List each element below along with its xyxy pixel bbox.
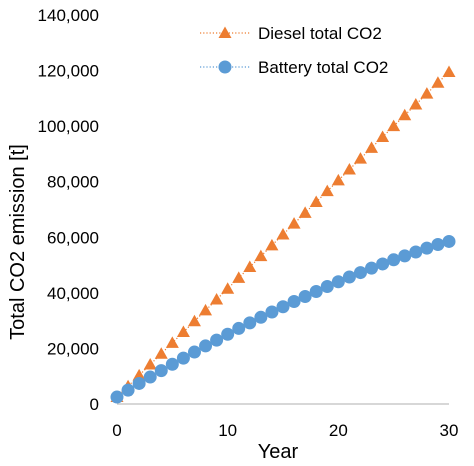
data-point-circle [221, 327, 235, 341]
data-point-circle [132, 376, 146, 390]
x-tick-label: 20 [329, 421, 348, 440]
data-point-circle [398, 249, 412, 263]
data-point-circle [199, 339, 213, 353]
y-tick-label: 140,000 [38, 6, 99, 25]
data-point-circle [210, 333, 224, 347]
data-point-circle [420, 241, 434, 255]
data-point-circle [265, 305, 279, 319]
legend-diesel-label: Diesel total CO2 [258, 24, 382, 43]
data-point-circle [320, 279, 334, 293]
data-point-triangle [398, 108, 412, 121]
legend-battery-circle-marker [218, 60, 232, 74]
data-point-circle [165, 357, 179, 371]
data-point-triangle [376, 130, 390, 142]
data-point-triangle [387, 119, 401, 132]
y-axis-title: Total CO2 emission [t] [7, 144, 29, 340]
data-point-circle [110, 390, 124, 404]
series-diesel [110, 65, 456, 403]
data-point-triangle [353, 152, 367, 164]
y-tick-label: 40,000 [47, 284, 99, 303]
series-battery [110, 234, 456, 404]
data-point-circle [298, 289, 312, 303]
data-point-triangle [143, 358, 157, 370]
data-point-triangle [210, 293, 224, 305]
data-point-circle [331, 275, 345, 289]
data-point-circle [409, 245, 423, 259]
data-point-triangle [154, 347, 168, 359]
x-tick-label: 10 [218, 421, 237, 440]
data-point-circle [287, 294, 301, 308]
data-point-circle [232, 321, 246, 335]
y-tick-label: 100,000 [38, 117, 99, 136]
data-point-circle [387, 253, 401, 267]
data-point-circle [121, 383, 135, 397]
series-layer [110, 65, 456, 404]
data-point-triangle [221, 282, 235, 294]
data-point-triangle [287, 217, 301, 229]
data-point-triangle [420, 87, 434, 99]
data-point-triangle [365, 141, 379, 153]
data-point-circle [143, 370, 157, 384]
x-tick-label: 0 [112, 421, 121, 440]
data-point-triangle [409, 97, 423, 110]
data-point-triangle [176, 325, 190, 338]
data-point-circle [342, 270, 356, 284]
data-point-triangle [431, 76, 445, 88]
data-point-triangle [132, 368, 146, 381]
x-axis-title: Year [258, 441, 299, 463]
y-tick-labels: 0 20,000 40,000 60,000 80,000 100,000 120,000 1… [38, 6, 99, 414]
data-point-triangle [187, 314, 201, 327]
data-point-circle [276, 300, 290, 314]
data-point-triangle [309, 195, 323, 208]
y-tick-label: 0 [90, 395, 99, 414]
data-point-circle [376, 257, 390, 271]
y-tick-label: 20,000 [47, 339, 99, 358]
data-point-circle [309, 284, 323, 298]
x-tick-labels: 0 10 20 30 [112, 421, 458, 440]
y-tick-label: 60,000 [47, 228, 99, 247]
data-point-circle [187, 345, 201, 359]
data-point-triangle [165, 336, 179, 348]
data-point-circle [243, 316, 257, 330]
data-point-circle [154, 364, 168, 378]
data-point-triangle [232, 271, 246, 283]
legend-item-diesel: Diesel total CO2 [200, 24, 382, 43]
data-point-triangle [276, 228, 290, 240]
legend: Diesel total CO2 Battery total CO2 [200, 24, 388, 77]
legend-item-battery: Battery total CO2 [200, 58, 388, 77]
legend-diesel-triangle-marker [218, 26, 232, 38]
data-point-circle [431, 238, 445, 252]
legend-battery-label: Battery total CO2 [258, 58, 388, 77]
data-point-triangle [298, 206, 312, 218]
y-tick-label: 120,000 [38, 62, 99, 81]
y-tick-label: 80,000 [47, 173, 99, 192]
data-point-circle [365, 261, 379, 275]
data-point-triangle [265, 238, 279, 251]
data-point-circle [254, 310, 268, 324]
data-point-circle [353, 266, 367, 280]
data-point-circle [442, 234, 456, 248]
data-point-triangle [442, 65, 456, 77]
data-point-triangle [320, 184, 334, 197]
data-point-triangle [331, 173, 345, 186]
data-point-triangle [342, 162, 356, 175]
data-point-triangle [254, 249, 268, 262]
data-point-circle [176, 351, 190, 365]
data-point-triangle [243, 260, 257, 273]
data-point-triangle [199, 303, 213, 316]
x-tick-label: 30 [440, 421, 459, 440]
